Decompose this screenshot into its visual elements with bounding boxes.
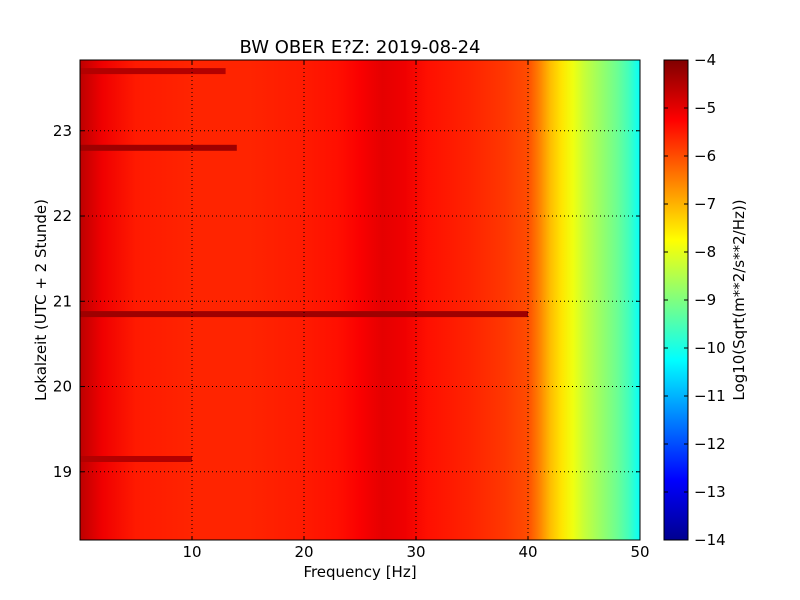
x-axis-ticks: 10 20 30 40 50	[182, 60, 650, 561]
time-band	[80, 311, 528, 318]
time-band	[80, 68, 226, 75]
spectrogram-cells	[80, 68, 528, 462]
y-axis-label: Lokalzeit (UTC + 2 Stunde)	[32, 199, 50, 401]
colorbar-tick-label: −12	[694, 435, 726, 453]
y-tick-label: 21	[53, 292, 72, 310]
colorbar-tick-label: −10	[694, 339, 726, 357]
x-tick-label: 40	[518, 543, 537, 561]
y-tick-label: 23	[53, 122, 72, 140]
spectrogram-plot-area	[80, 60, 640, 540]
x-axis-label: Frequency [Hz]	[303, 563, 416, 581]
x-tick-label: 30	[406, 543, 425, 561]
plot-frame	[79, 59, 641, 541]
colorbar-tick-label: −8	[694, 243, 716, 261]
grid-lines	[80, 60, 640, 540]
y-tick-label: 22	[53, 207, 72, 225]
colorbar-tick-label: −4	[694, 51, 716, 69]
colorbar-tick-label: −11	[694, 387, 726, 405]
chart-title: BW OBER E?Z: 2019-08-24	[240, 37, 481, 58]
colorbar-tick-label: −5	[694, 99, 716, 117]
colorbar-tick-label: −6	[694, 147, 716, 165]
colorbar-tick-label: −9	[694, 291, 716, 309]
y-tick-label: 20	[53, 378, 72, 396]
y-tick-label: 19	[53, 463, 72, 481]
x-tick-label: 50	[630, 543, 649, 561]
colorbar-label: Log10(Sqrt(m**2/s**2/Hz))	[730, 199, 748, 400]
y-axis-ticks: 19 20 21 22 23	[53, 122, 640, 481]
time-band	[80, 144, 237, 151]
colorbar-tick-label: −14	[694, 531, 726, 549]
colorbar-tick-label: −13	[694, 483, 726, 501]
spectrogram-background	[80, 60, 640, 540]
colorbar-tick-label: −7	[694, 195, 716, 213]
x-tick-label: 10	[182, 543, 201, 561]
time-band	[80, 456, 192, 462]
x-tick-label: 20	[294, 543, 313, 561]
colorbar-ticks: −4 −5 −6 −7 −8 −9 −10 −11 −12 −13 −14	[664, 51, 726, 549]
